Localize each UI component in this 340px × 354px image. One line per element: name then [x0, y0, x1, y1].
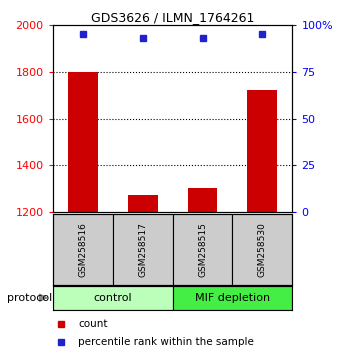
- Bar: [172, 286, 292, 310]
- Text: control: control: [93, 293, 132, 303]
- Bar: [188, 188, 218, 212]
- Text: GSM258515: GSM258515: [198, 222, 207, 277]
- Text: GSM258530: GSM258530: [258, 222, 267, 277]
- Text: count: count: [78, 319, 108, 329]
- Bar: [233, 214, 292, 285]
- Bar: [248, 90, 277, 212]
- Bar: [53, 286, 172, 310]
- Bar: [113, 214, 173, 285]
- Text: GSM258517: GSM258517: [138, 222, 147, 277]
- Text: MIF depletion: MIF depletion: [195, 293, 270, 303]
- Text: percentile rank within the sample: percentile rank within the sample: [78, 337, 254, 347]
- Bar: [128, 195, 157, 212]
- Text: protocol: protocol: [7, 293, 52, 303]
- Title: GDS3626 / ILMN_1764261: GDS3626 / ILMN_1764261: [91, 11, 254, 24]
- Bar: [172, 214, 233, 285]
- Bar: [68, 72, 98, 212]
- Bar: [53, 214, 113, 285]
- Text: GSM258516: GSM258516: [78, 222, 87, 277]
